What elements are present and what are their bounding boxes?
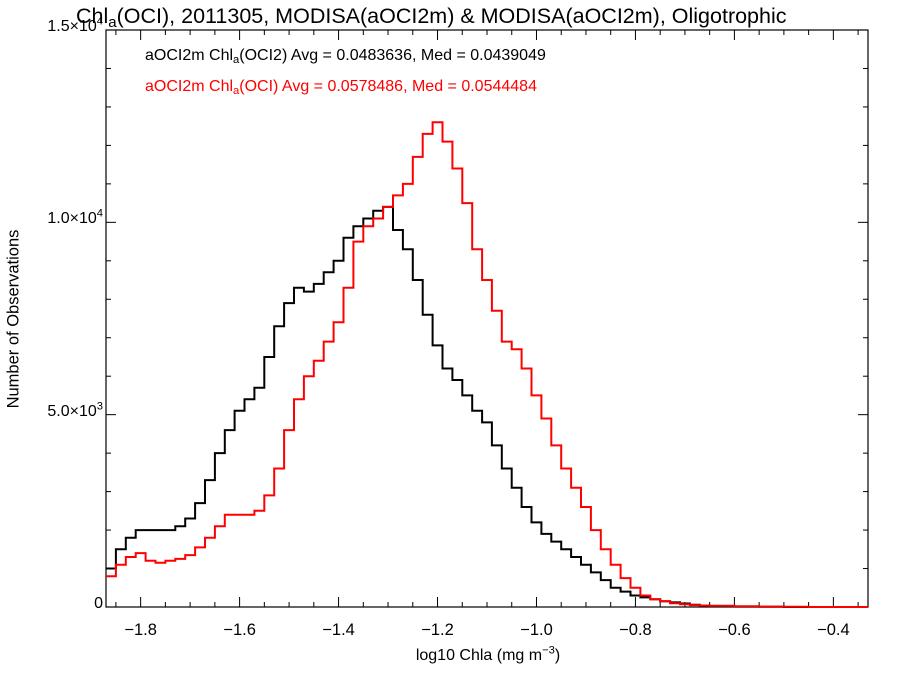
- y-tick-label-15000: 1.5×104: [47, 15, 103, 35]
- series-line-2: [106, 121, 868, 608]
- x-axis-label: log10 Chla (mg m−3): [415, 644, 561, 664]
- x-tick-label: −1.2: [421, 621, 454, 639]
- x-tick-label: −0.8: [619, 621, 652, 639]
- chart-title: Chla(OCI), 2011305, MODISA(aOCI2m) & MOD…: [76, 4, 787, 31]
- y-tick-label-5000: 5.0×103: [47, 399, 103, 420]
- x-tick-label: −0.4: [817, 621, 850, 639]
- x-tick-label: −0.6: [718, 621, 751, 639]
- x-tick-label: −1.4: [322, 621, 355, 639]
- axis-ticks: [106, 29, 868, 608]
- legend-entry-series-1: aOCI2m Chla(OCI2) Avg = 0.0483636, Med =…: [145, 47, 546, 66]
- x-tick-label: −1.8: [124, 621, 157, 639]
- y-tick-label-10000: 1.0×104: [47, 207, 103, 228]
- plot-frame: [105, 29, 869, 608]
- series-line-1: [106, 205, 868, 608]
- x-tick-label: −1.0: [520, 621, 553, 639]
- x-tick-label: −1.6: [223, 621, 256, 639]
- y-tick-label-0: 0: [94, 595, 103, 612]
- series-layer: [106, 121, 868, 608]
- legend-entry-series-2: aOCI2m Chla(OCI) Avg = 0.0578486, Med = …: [145, 78, 537, 97]
